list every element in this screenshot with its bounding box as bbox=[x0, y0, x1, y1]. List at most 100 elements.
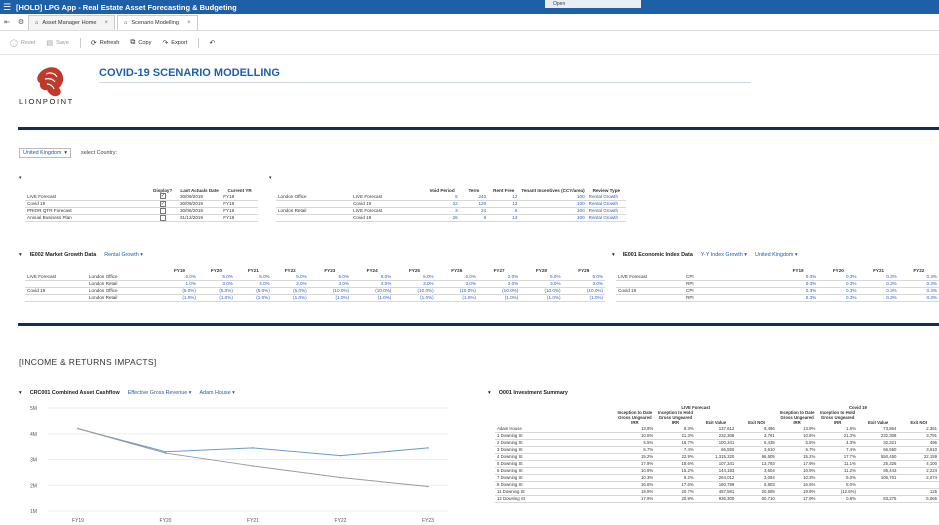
tab-scenario-modelling[interactable]: ⌂ Scenario Modelling × bbox=[117, 15, 198, 30]
collapse-caret-icon[interactable]: ▾ bbox=[269, 175, 272, 181]
collapse-caret-icon[interactable]: ▾ bbox=[19, 175, 22, 181]
index-growth-dropdown[interactable]: Y-Y Index Growth ▾ bbox=[700, 252, 747, 258]
growth-cell[interactable]: 5.0% bbox=[380, 273, 392, 279]
growth-cell[interactable]: (5.0%) bbox=[293, 288, 307, 293]
growth-cell[interactable]: (10.0%) bbox=[459, 288, 476, 293]
growth-cell[interactable]: 5.0% bbox=[259, 273, 270, 279]
void-cell[interactable]: 22 bbox=[452, 201, 458, 206]
close-icon[interactable]: × bbox=[104, 20, 109, 26]
growth-cell[interactable]: 3.0% bbox=[423, 281, 434, 286]
void-cell[interactable]: 26 bbox=[452, 215, 458, 220]
ti-cell[interactable]: 100 bbox=[576, 201, 585, 206]
index-cell[interactable]: 0.3% bbox=[805, 281, 817, 286]
term-cell[interactable]: 6 bbox=[483, 215, 487, 220]
growth-cell[interactable]: (10.0%) bbox=[502, 288, 519, 293]
rental-growth-dropdown[interactable]: Rental Growth ▾ bbox=[104, 252, 143, 258]
growth-cell[interactable]: 3.0% bbox=[507, 281, 519, 286]
reset-button[interactable]: ◯ Reset bbox=[10, 39, 35, 47]
collapse-caret-icon[interactable]: ▾ bbox=[19, 390, 22, 396]
growth-cell[interactable]: (5.0%) bbox=[219, 288, 233, 293]
back-arrow-icon[interactable]: ⇤ bbox=[4, 19, 10, 26]
growth-cell[interactable]: (5.0%) bbox=[182, 288, 196, 293]
growth-cell[interactable]: 5.0% bbox=[592, 273, 603, 279]
index-cell[interactable]: 0.3% bbox=[886, 273, 897, 279]
term-cell[interactable]: 120 bbox=[478, 201, 487, 206]
void-cell[interactable]: 3 bbox=[455, 208, 458, 213]
growth-cell[interactable]: 2.0% bbox=[296, 281, 307, 286]
index-cell[interactable]: 0.3% bbox=[886, 288, 897, 293]
growth-cell[interactable]: (1.0%) bbox=[420, 295, 434, 300]
growth-cell[interactable]: 5.0% bbox=[423, 273, 434, 279]
free-cell[interactable]: 13 bbox=[512, 215, 518, 220]
asset-dropdown[interactable]: Adam House ▾ bbox=[199, 390, 235, 396]
growth-cell[interactable]: 3.0% bbox=[465, 281, 476, 286]
index-cell[interactable]: 0.3% bbox=[846, 281, 857, 286]
growth-cell[interactable]: (1.0%) bbox=[182, 295, 196, 300]
open-button[interactable]: Open bbox=[545, 0, 641, 8]
growth-cell[interactable]: (10.0%) bbox=[544, 288, 561, 293]
growth-cell[interactable]: 5.0% bbox=[222, 273, 233, 279]
free-cell[interactable]: 6 bbox=[514, 208, 518, 213]
review-type-cell[interactable]: Rental Growth bbox=[588, 201, 619, 206]
growth-cell[interactable]: (1.0%) bbox=[256, 295, 270, 300]
undo-button[interactable]: ↶ bbox=[209, 39, 215, 47]
refresh-button[interactable]: ⟳ Refresh bbox=[91, 39, 119, 47]
growth-cell[interactable]: (1.0%) bbox=[377, 295, 392, 300]
growth-cell[interactable]: 1.0% bbox=[185, 281, 196, 286]
save-button[interactable]: ▤ Save bbox=[46, 39, 68, 47]
index-cell[interactable]: 0.3% bbox=[926, 281, 937, 286]
review-type-cell[interactable]: Rental Growth bbox=[588, 208, 619, 213]
ti-cell[interactable]: 100 bbox=[576, 193, 585, 199]
revenue-type-dropdown[interactable]: Effective Gross Revenue ▾ bbox=[127, 390, 192, 396]
index-cell[interactable]: 0.3% bbox=[805, 273, 817, 279]
index-cell[interactable]: 0.3% bbox=[886, 281, 897, 286]
collapse-caret-icon[interactable]: ▾ bbox=[19, 252, 22, 258]
void-cell[interactable]: 6 bbox=[455, 193, 458, 199]
growth-cell[interactable]: 4.0% bbox=[380, 281, 392, 286]
free-cell[interactable]: 12 bbox=[512, 201, 518, 206]
index-cell[interactable]: 0.3% bbox=[926, 295, 937, 300]
display-checkbox[interactable]: ✓ bbox=[159, 193, 166, 200]
tab-asset-manager-home[interactable]: ⌂ Asset Manager Home × bbox=[28, 15, 116, 30]
growth-cell[interactable]: 3.0% bbox=[338, 281, 349, 286]
growth-cell[interactable]: 3.0% bbox=[592, 281, 603, 286]
display-checkbox[interactable]: ✓ bbox=[159, 200, 166, 207]
growth-cell[interactable]: (1.0%) bbox=[462, 295, 476, 300]
close-icon[interactable]: × bbox=[186, 20, 191, 26]
copy-button[interactable]: ⧉ Copy bbox=[130, 39, 151, 47]
growth-cell[interactable]: 5.0% bbox=[338, 273, 349, 279]
ti-cell[interactable]: 100 bbox=[576, 208, 585, 213]
growth-cell[interactable]: 2.0% bbox=[507, 273, 519, 279]
growth-cell[interactable]: 5.0% bbox=[296, 273, 307, 279]
gear-icon[interactable]: ⚙ bbox=[17, 19, 25, 26]
review-type-cell[interactable]: Rental Growth bbox=[588, 215, 619, 220]
growth-cell[interactable]: 5.0% bbox=[185, 273, 196, 279]
index-cell[interactable]: 0.3% bbox=[846, 273, 857, 279]
growth-cell[interactable]: (1.0%) bbox=[335, 295, 349, 300]
term-cell[interactable]: 240 bbox=[478, 193, 487, 199]
growth-cell[interactable]: (1.0%) bbox=[293, 295, 307, 300]
index-cell[interactable]: 0.3% bbox=[846, 295, 857, 300]
index-cell[interactable]: 0.3% bbox=[926, 288, 937, 293]
index-cell[interactable]: 0.3% bbox=[886, 295, 897, 300]
term-cell[interactable]: 24 bbox=[481, 208, 487, 213]
free-cell[interactable]: 12 bbox=[512, 193, 518, 199]
index-cell[interactable]: 0.3% bbox=[926, 273, 937, 279]
display-checkbox[interactable] bbox=[159, 214, 166, 221]
display-checkbox[interactable] bbox=[159, 207, 166, 214]
growth-cell[interactable]: (10.0%) bbox=[417, 288, 434, 293]
growth-cell[interactable]: 5.0% bbox=[550, 273, 561, 279]
growth-cell[interactable]: (1.0%) bbox=[219, 295, 233, 300]
growth-cell[interactable]: (1.0%) bbox=[589, 295, 603, 300]
collapse-caret-icon[interactable]: ▾ bbox=[612, 252, 615, 258]
index-cell[interactable]: 0.3% bbox=[846, 288, 857, 293]
export-button[interactable]: ↷ Export bbox=[162, 39, 187, 47]
ti-cell[interactable]: 100 bbox=[576, 215, 585, 220]
growth-cell[interactable]: (1.0%) bbox=[547, 295, 561, 300]
growth-cell[interactable]: 5.0% bbox=[465, 273, 476, 279]
review-type-cell[interactable]: Rental Growth bbox=[588, 193, 619, 199]
growth-cell[interactable]: (10.0%) bbox=[332, 288, 349, 293]
growth-cell[interactable]: (10.0%) bbox=[375, 288, 392, 293]
growth-cell[interactable]: 4.0% bbox=[259, 281, 270, 286]
growth-cell[interactable]: 3.0% bbox=[550, 281, 561, 286]
